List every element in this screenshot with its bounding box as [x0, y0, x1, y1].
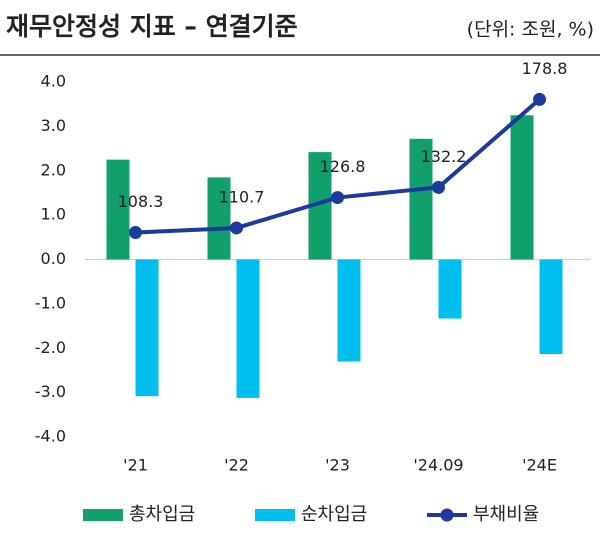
y-tick-label: -3.0 — [35, 382, 66, 401]
y-tick-label: -4.0 — [35, 427, 66, 446]
line-point — [331, 191, 344, 205]
bar — [438, 259, 462, 319]
x-tick-label: '24E — [522, 456, 557, 475]
x-tick-label: '21 — [123, 456, 148, 475]
y-tick-label: 3.0 — [41, 116, 66, 135]
y-tick-label: 4.0 — [41, 72, 66, 91]
y-tick-label: 0.0 — [41, 249, 66, 268]
bar — [337, 259, 361, 362]
data-label: 126.8 — [320, 157, 366, 176]
line-point — [432, 180, 445, 194]
x-tick-label: '23 — [325, 456, 350, 475]
legend-swatch — [83, 509, 123, 521]
y-tick-label: -2.0 — [35, 338, 66, 357]
y-tick-label: -1.0 — [35, 293, 66, 312]
y-tick-label: 2.0 — [41, 160, 66, 179]
bar — [539, 259, 563, 355]
legend-label: 부채비율 — [473, 504, 539, 525]
legend-label: 순차입금 — [301, 504, 367, 525]
line-point — [533, 92, 546, 106]
data-label: 108.3 — [118, 192, 164, 211]
data-label: 132.2 — [421, 147, 467, 166]
bar — [135, 259, 159, 397]
chart-title: 재무안정성 지표 – 연결기준 — [6, 12, 298, 41]
y-tick-label: 1.0 — [41, 205, 66, 224]
bar — [308, 152, 332, 260]
bar — [207, 177, 231, 260]
legend-swatch — [440, 508, 454, 522]
line-point — [129, 225, 142, 239]
unit-label: (단위: 조원, %) — [467, 19, 594, 41]
line-point — [230, 221, 243, 235]
x-tick-label: '22 — [224, 456, 249, 475]
data-label: 178.8 — [522, 59, 568, 78]
legend-swatch — [255, 509, 295, 521]
x-tick-label: '24.09 — [413, 456, 463, 475]
bar — [106, 159, 130, 260]
bar — [236, 259, 260, 398]
data-label: 110.7 — [219, 187, 265, 206]
legend-label: 총차입금 — [129, 504, 195, 525]
bar — [409, 138, 433, 260]
bar — [510, 115, 534, 260]
